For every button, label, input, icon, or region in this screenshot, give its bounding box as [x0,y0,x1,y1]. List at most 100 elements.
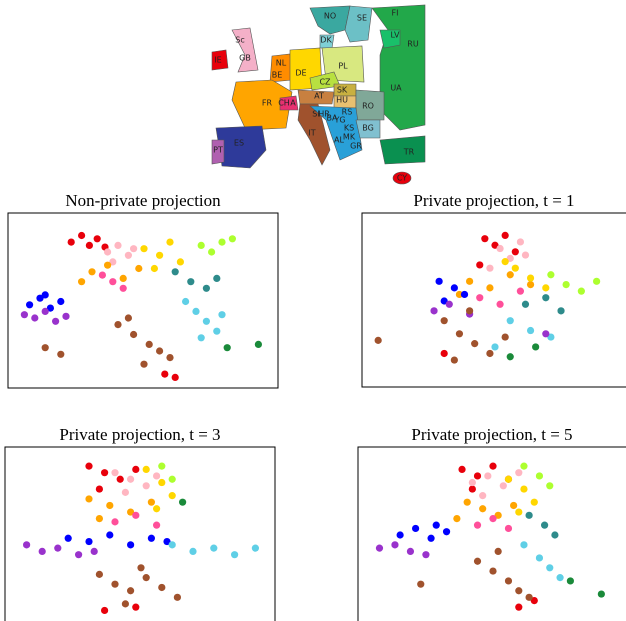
point [142,465,150,473]
map-label: KS [344,124,354,133]
country [309,5,351,35]
point [166,354,174,362]
point [132,465,140,473]
point [171,373,179,381]
map-label: HR [318,110,330,119]
map-label: TR [403,148,415,157]
point [127,508,135,516]
point [127,541,135,549]
point [166,238,174,246]
country [279,95,299,111]
point [106,531,114,539]
map-label: BE [272,71,283,80]
point [75,551,83,559]
point [525,511,533,519]
point [577,287,585,295]
point [119,274,127,282]
point [506,271,514,279]
point [494,547,502,556]
point [88,268,96,276]
point [251,544,259,552]
point [510,501,518,510]
point [494,511,502,519]
chart-title: Non-private projection [65,191,221,210]
point [521,251,530,259]
map-label: LV [390,31,400,40]
point [90,547,98,556]
plot-frame [7,212,279,389]
point [515,587,523,595]
point [593,277,601,285]
point [109,258,117,266]
point [530,597,538,605]
point [163,537,171,546]
point [85,537,93,546]
point [511,248,519,256]
point [54,544,62,552]
point [101,606,109,615]
country [297,103,331,166]
map-label: AT [314,92,324,101]
point [78,231,86,240]
point [208,248,216,256]
point [158,478,166,487]
point [435,277,443,285]
country [379,135,426,165]
point [127,475,135,483]
point [140,245,148,253]
point [515,603,523,611]
point [412,524,420,533]
point [111,518,119,526]
point [504,524,513,533]
point [486,284,494,292]
point [562,281,570,289]
map-label: ES [234,139,244,148]
point [213,274,221,282]
point [168,541,176,549]
map-label: RS [342,108,353,117]
point [396,531,404,539]
point [26,301,34,309]
map-label: BA [327,114,338,123]
point [491,343,499,351]
map-label: GB [239,54,251,63]
point [23,541,31,549]
country [355,119,381,139]
point [218,238,226,246]
point [597,590,605,598]
chart-title: Private projection, t = 5 [411,425,572,444]
point [486,264,494,272]
point [473,472,482,480]
point [532,343,540,351]
point [481,235,489,243]
country [392,171,412,185]
map-label: SE [357,14,367,23]
point [430,307,438,315]
point [57,350,65,358]
point [440,349,448,358]
map-label: PT [213,146,223,155]
point [109,278,117,286]
point [516,287,525,295]
point [468,485,476,493]
point [406,547,415,556]
point [147,498,155,506]
country [211,139,225,165]
point [391,541,399,549]
point [546,482,554,490]
point [440,317,448,325]
point [520,485,528,493]
map-label: FR [262,99,273,108]
point [137,564,145,572]
point [535,554,544,562]
point [114,321,122,329]
point [223,344,231,352]
point [119,284,127,292]
point [85,462,93,470]
point [85,495,93,503]
point [479,492,487,500]
point [542,284,550,292]
point [453,515,461,523]
point [547,271,555,279]
